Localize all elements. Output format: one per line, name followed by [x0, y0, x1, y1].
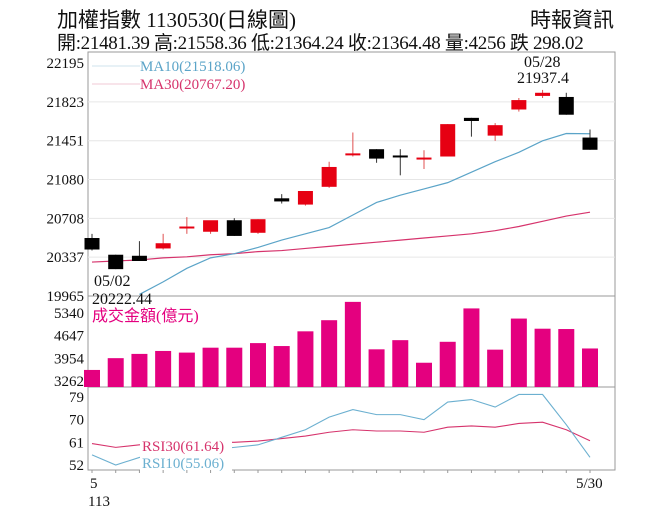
- high-date-annotation: 05/28: [524, 54, 560, 71]
- candle-down: [558, 96, 574, 115]
- candle-up: [487, 125, 503, 136]
- high-value-annotation: 21937.4: [517, 70, 569, 87]
- volume-bar: [107, 358, 124, 387]
- candle-down: [84, 238, 100, 250]
- y-tick-label: 19965: [47, 289, 85, 305]
- low-value-annotation: 20222.44: [92, 291, 152, 308]
- ma30-legend: MA30(20767.20): [140, 77, 245, 93]
- candle-down: [274, 198, 290, 202]
- volume-bar: [534, 328, 551, 387]
- low-date-annotation: 05/02: [94, 273, 130, 290]
- candle-down: [131, 255, 147, 261]
- y-tick-label: 20708: [47, 211, 85, 227]
- candle-down: [582, 137, 598, 150]
- x-start-year-label: 113: [88, 494, 110, 510]
- candle-up: [321, 166, 337, 187]
- candle-up: [297, 190, 313, 205]
- volume-tick-label: 4647: [54, 329, 85, 345]
- candle-up: [179, 226, 195, 229]
- candle-down: [463, 117, 479, 121]
- chart-frame: [87, 51, 616, 471]
- volume-bar: [273, 346, 290, 387]
- ma10-line: [139, 132, 591, 295]
- candle-up: [203, 220, 219, 232]
- ma30-line: [91, 211, 591, 263]
- candle-up: [155, 243, 171, 249]
- candle-up: [511, 100, 527, 110]
- volume-bar: [297, 331, 314, 387]
- y-tick-label: 21823: [47, 95, 85, 111]
- rsi-legend-bg: [140, 437, 232, 471]
- volume-tick-label: 3262: [54, 374, 84, 390]
- volume-bar: [558, 329, 575, 387]
- rsi10-legend: RSI10(55.06): [142, 456, 224, 472]
- ma10-legend: MA10(21518.06): [140, 59, 245, 75]
- volume-bar: [321, 320, 338, 387]
- volume-bar: [178, 352, 195, 387]
- volume-bar: [439, 341, 456, 387]
- candle-up: [345, 153, 361, 156]
- volume-bar: [463, 308, 480, 387]
- candle-up: [535, 92, 551, 96]
- chart-title: 加權指數 1130530(日線圖): [57, 8, 296, 32]
- volume-title: 成交金額(億元): [92, 307, 199, 325]
- volume-bar: [202, 347, 219, 387]
- rsi-tick-label: 70: [69, 413, 84, 429]
- volume-bar: [392, 340, 409, 387]
- rsi-tick-label: 79: [69, 390, 84, 406]
- volume-tick-label: 3954: [54, 351, 85, 367]
- rsi30-legend: RSI30(61.64): [142, 439, 224, 455]
- volume-bar: [250, 343, 266, 387]
- volume-bar: [368, 349, 385, 387]
- candle-up: [440, 124, 456, 157]
- y-tick-label: 22195: [47, 56, 85, 72]
- volume-bar: [344, 301, 361, 387]
- volume-bar: [510, 318, 527, 387]
- volume-tick-label: 5340: [54, 306, 84, 322]
- y-tick-label: 21451: [47, 134, 85, 150]
- y-tick-label: 20337: [47, 250, 85, 266]
- candle-up: [250, 219, 266, 233]
- rsi-tick-label: 52: [69, 458, 84, 474]
- volume-bar: [487, 349, 504, 387]
- volume-bar: [155, 350, 172, 387]
- y-tick-label: 21080: [47, 173, 85, 189]
- source-label: 時報資訊: [530, 8, 614, 32]
- x-start-label: 5: [90, 476, 98, 492]
- volume-bar: [416, 362, 432, 387]
- candle-down: [392, 155, 408, 158]
- volume-bar: [131, 353, 148, 387]
- rsi-tick-label: 61: [69, 435, 84, 451]
- ohlc-summary: 開:21481.39 高:21558.36 低:21364.24 收:21364…: [57, 33, 584, 54]
- candle-up: [416, 157, 432, 160]
- volume-bar: [84, 369, 100, 387]
- volume-bar: [582, 348, 598, 387]
- candle-down: [369, 149, 385, 159]
- candle-down: [226, 220, 242, 236]
- x-end-label: 5/30: [576, 476, 603, 492]
- volume-bar: [226, 347, 243, 387]
- candle-down: [108, 254, 124, 270]
